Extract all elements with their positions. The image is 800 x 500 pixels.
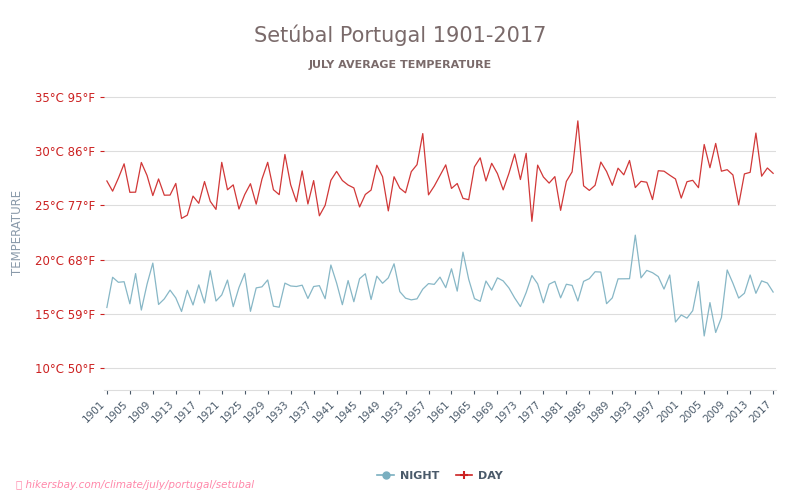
Legend: NIGHT, DAY: NIGHT, DAY	[373, 466, 507, 485]
Text: ⌖ hikersbay.com/climate/july/portugal/setubal: ⌖ hikersbay.com/climate/july/portugal/se…	[16, 480, 254, 490]
Text: Setúbal Portugal 1901-2017: Setúbal Portugal 1901-2017	[254, 25, 546, 46]
Text: JULY AVERAGE TEMPERATURE: JULY AVERAGE TEMPERATURE	[308, 60, 492, 70]
Y-axis label: TEMPERATURE: TEMPERATURE	[10, 190, 24, 275]
